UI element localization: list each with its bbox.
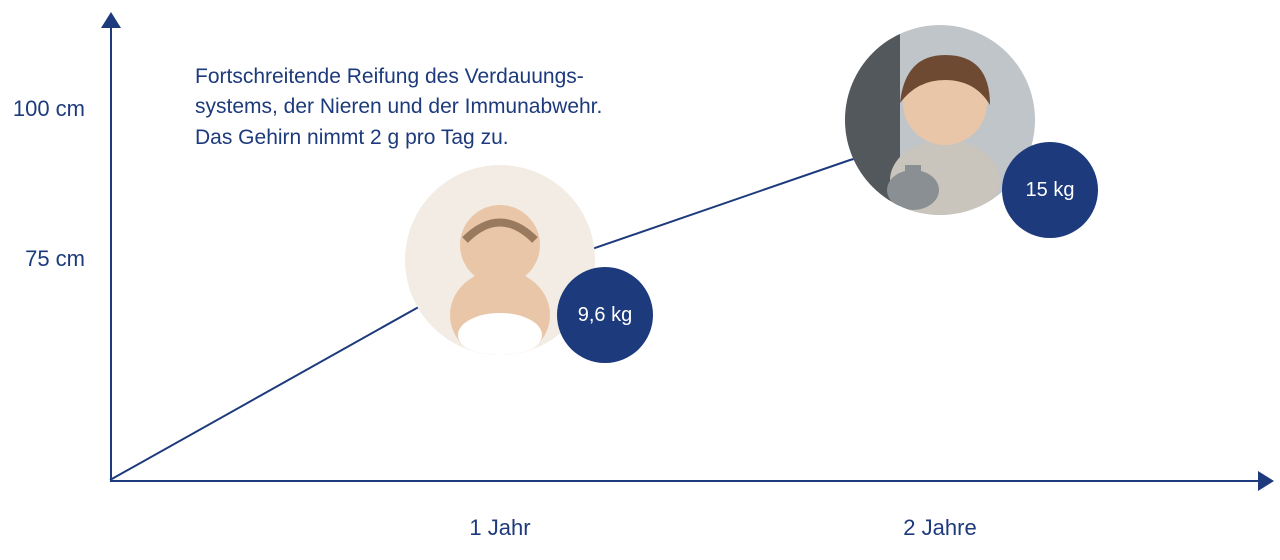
x-tick-2-jahre: 2 Jahre xyxy=(870,515,1010,541)
x-tick-1-jahr: 1 Jahr xyxy=(430,515,570,541)
growth-chart: 100 cm 75 cm 9,6 kg 15 kg Fortschreitend… xyxy=(0,0,1280,560)
description-text: Fortschreitende Reifung des Verdauungs- … xyxy=(195,62,695,153)
weight-badge-1yr: 9,6 kg xyxy=(557,267,653,363)
weight-badge-2yr: 15 kg xyxy=(1002,142,1098,238)
